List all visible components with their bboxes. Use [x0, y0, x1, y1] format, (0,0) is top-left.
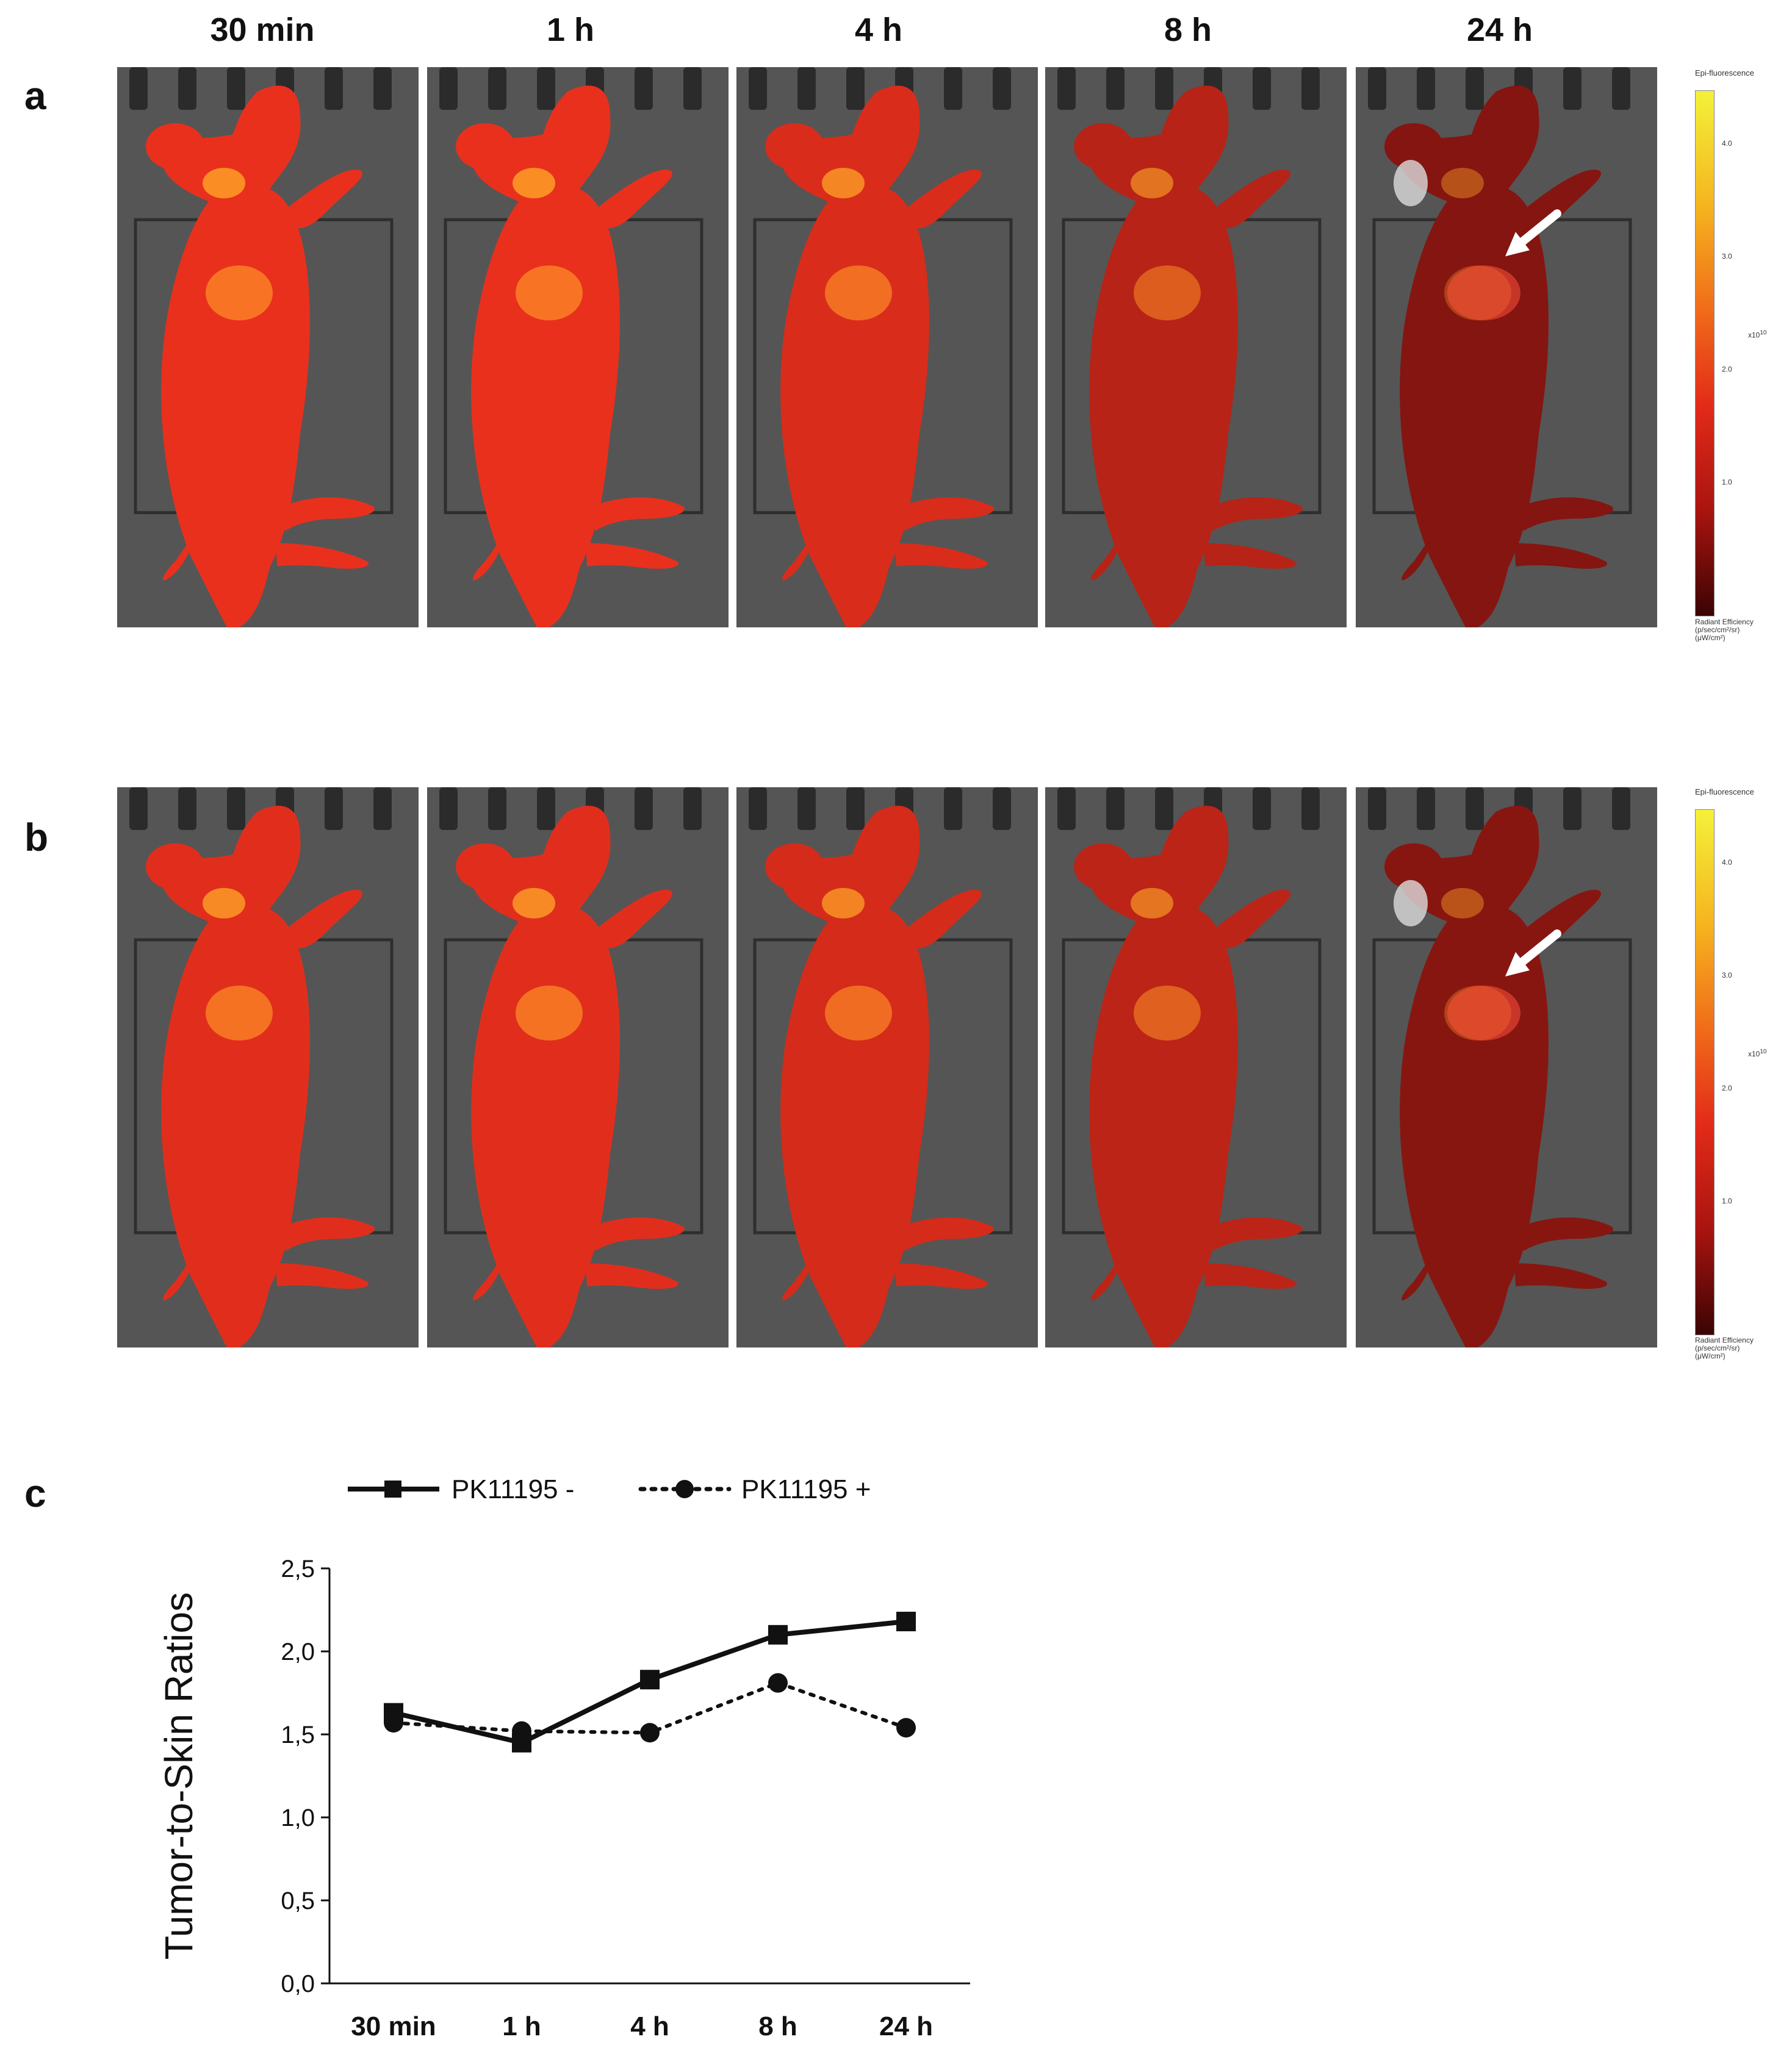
x-tick-label: 24 h	[879, 2011, 933, 2041]
mouse-image-svg	[1356, 787, 1657, 1347]
data-point-circle	[768, 1673, 788, 1693]
fluorescence-image-b-4h	[736, 787, 1038, 1347]
y-tick-label: 2,5	[281, 1556, 315, 1582]
fluorescence-image-b-8h	[1045, 787, 1347, 1347]
time-header-8h: 8 h	[1164, 12, 1212, 48]
data-point-circle	[896, 1718, 916, 1738]
colorbar-b-scale: x1010	[1748, 1048, 1767, 1058]
colorbar-b-tick: 2.0	[1722, 1084, 1732, 1092]
fluorescence-image-a-4h	[736, 67, 1038, 627]
time-header-4h: 4 h	[854, 12, 903, 48]
fluorescence-image-b-30min	[117, 787, 419, 1347]
legend-label-pk11195-minus: PK11195 -	[452, 1474, 574, 1504]
y-tick-label: 1,0	[281, 1805, 315, 1831]
fluorescence-image-a-30min	[117, 67, 419, 627]
time-header-1h: 1 h	[546, 12, 595, 48]
colorbar-b-tick: 1.0	[1722, 1197, 1732, 1205]
fluorescence-image-a-1h	[427, 67, 729, 627]
colorbar-a-tick: 4.0	[1722, 139, 1732, 148]
mouse-image-svg	[427, 787, 729, 1347]
mouse-image-svg	[1045, 67, 1347, 627]
tumor-to-skin-chart: 0,0 0,5 1,0 1,5 2,0 2,5 30 min 1 h 4 h 8 h 24 h Tum…	[157, 1474, 970, 2041]
time-header-24h: 24 h	[1466, 12, 1533, 48]
colorbar-a-tick: 1.0	[1722, 478, 1732, 486]
colorbar-b-tick: 4.0	[1722, 858, 1732, 867]
colorbar-b-title: Epi-fluorescence	[1695, 787, 1754, 796]
mouse-image-svg	[427, 67, 729, 627]
y-tick-label: 1,5	[281, 1722, 315, 1748]
panel-label-b: b	[24, 815, 49, 859]
data-point-square	[640, 1670, 660, 1690]
colorbar-b-tick: 3.0	[1722, 971, 1732, 979]
legend-marker-circle	[675, 1480, 694, 1498]
mouse-image-svg	[736, 787, 1038, 1347]
data-point-square	[896, 1612, 916, 1632]
legend-label-pk11195-plus: PK11195 +	[741, 1474, 871, 1504]
mouse-image-svg	[1045, 787, 1347, 1347]
x-tick-label: 30 min	[351, 2011, 436, 2041]
data-point-circle	[384, 1712, 403, 1733]
y-axis-label: Tumor-to-Skin Ratios	[157, 1592, 201, 1960]
fluorescence-image-b-24h	[1356, 787, 1657, 1347]
time-header-30min: 30 min	[210, 12, 315, 48]
data-point-circle	[512, 1721, 531, 1741]
fluorescence-image-b-1h	[427, 787, 729, 1347]
y-tick-label: 0,5	[281, 1888, 315, 1914]
y-tick-label: 2,0	[281, 1639, 315, 1665]
legend-marker-square	[384, 1481, 401, 1498]
colorbar-b-footer: Radiant Efficiency (p/sec/cm²/sr) (μW/cm…	[1695, 1336, 1754, 1360]
x-tick-label: 4 h	[630, 2011, 669, 2041]
panel-label-c: c	[24, 1471, 46, 1515]
data-point-square	[768, 1625, 788, 1645]
data-point-circle	[640, 1723, 660, 1743]
colorbar-a	[1695, 90, 1715, 616]
colorbar-a-title: Epi-fluorescence	[1695, 68, 1754, 78]
colorbar-a-tick: 3.0	[1722, 252, 1732, 261]
y-tick-label: 0,0	[281, 1971, 315, 1997]
mouse-image-svg	[117, 787, 419, 1347]
colorbar-b	[1695, 809, 1715, 1335]
fluorescence-image-a-24h	[1356, 67, 1657, 627]
colorbar-a-tick: 2.0	[1722, 365, 1732, 373]
mouse-image-svg	[117, 67, 419, 627]
x-tick-label: 8 h	[758, 2011, 797, 2041]
colorbar-a-scale: x1010	[1748, 330, 1767, 339]
panel-label-a: a	[24, 74, 46, 118]
fluorescence-image-a-8h	[1045, 67, 1347, 627]
colorbar-a-footer: Radiant Efficiency (p/sec/cm²/sr) (μW/cm…	[1695, 618, 1754, 642]
mouse-image-svg	[736, 67, 1038, 627]
mouse-image-svg	[1356, 67, 1657, 627]
x-tick-label: 1 h	[502, 2011, 541, 2041]
